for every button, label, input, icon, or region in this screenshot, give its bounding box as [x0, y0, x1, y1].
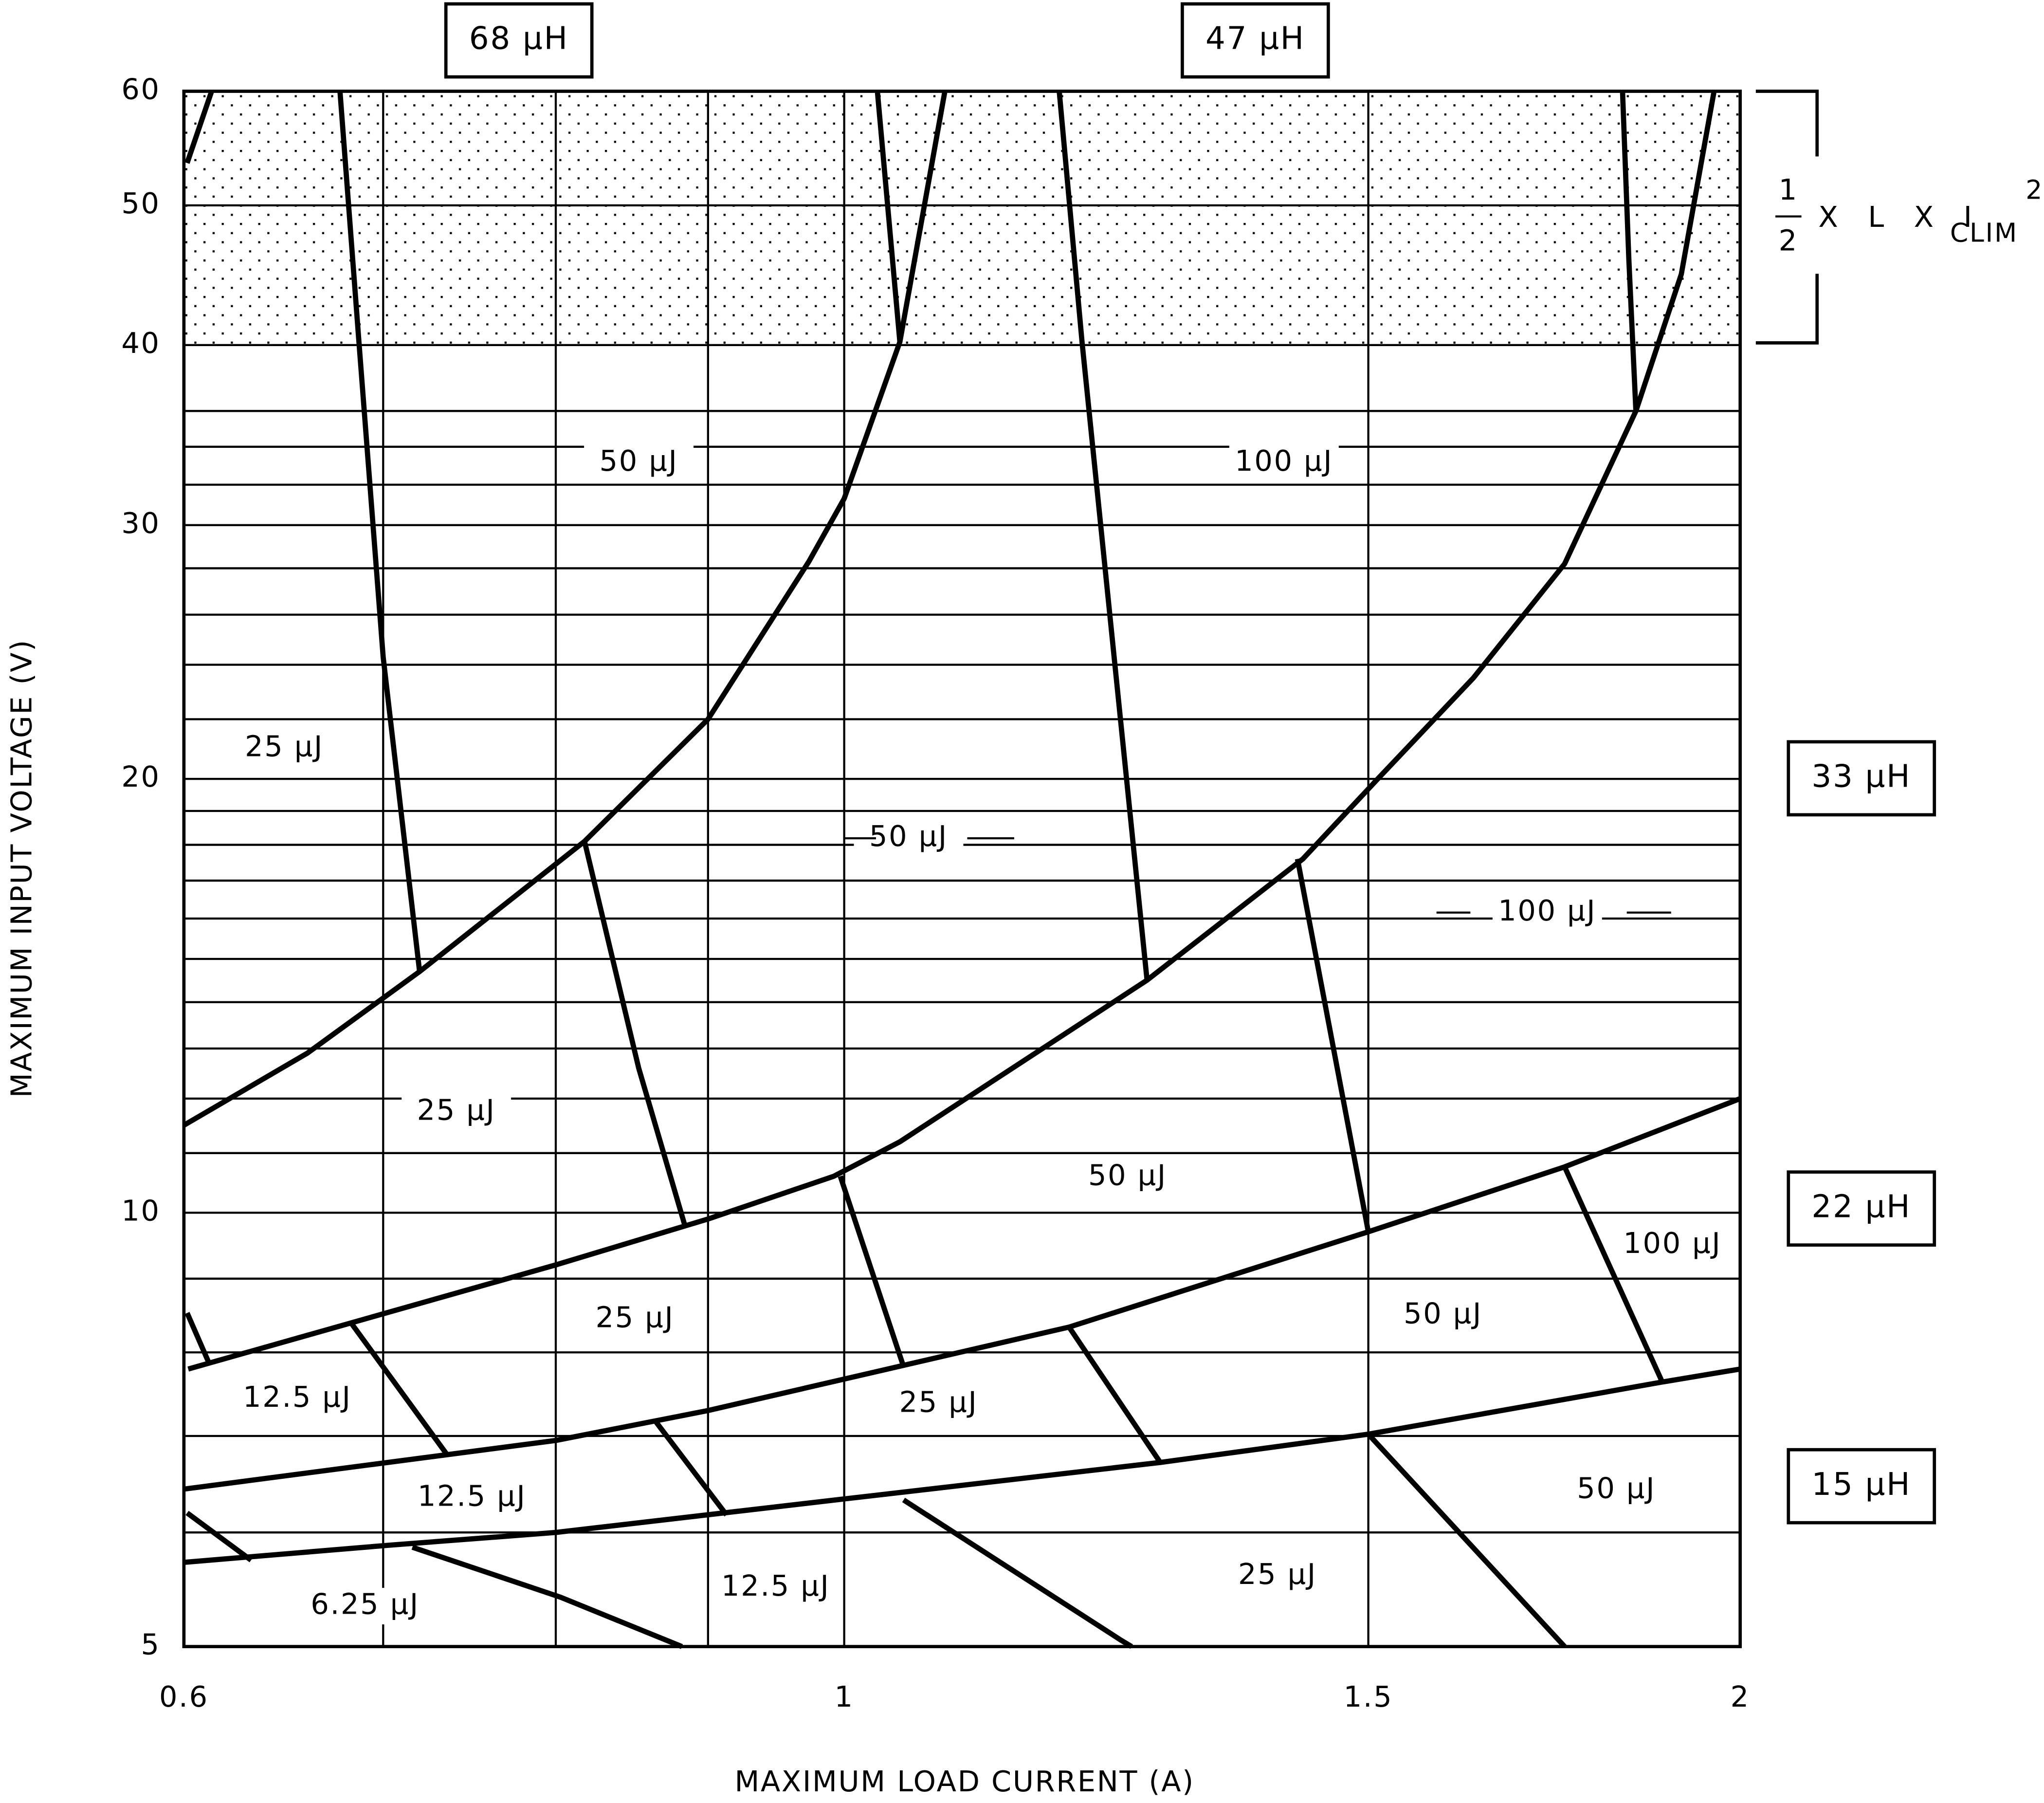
x-tick-label: 2	[1731, 1680, 1750, 1713]
inductor-label: 68 μH	[469, 20, 569, 57]
label-background	[721, 1569, 831, 1606]
boundary-curve	[1067, 1325, 1163, 1464]
boundary-curve	[184, 1312, 212, 1365]
formula-text: X L X I	[1818, 200, 1982, 234]
label-background	[417, 1479, 527, 1516]
boundary-curve	[1366, 1432, 1567, 1649]
plot-frame	[182, 90, 1742, 1648]
energy-label: 12.5 μJ	[243, 1380, 351, 1414]
y-tick-label: 20	[121, 760, 160, 793]
boundary-curve	[183, 1366, 1741, 1565]
energy-label: 100 μJ	[1498, 894, 1596, 927]
energy-label: 50 μJ	[1404, 1296, 1482, 1330]
energy-label: 50 μJ	[600, 444, 678, 478]
label-background	[884, 1385, 994, 1422]
y-axis-label: MAXIMUM INPUT VOLTAGE (V)	[5, 639, 38, 1098]
boundary-curve	[183, 1096, 1741, 1492]
energy-label: 6.25 μJ	[310, 1587, 419, 1621]
formula-subscript: CLIM	[1950, 218, 2018, 248]
energy-label: 50 μJ	[1577, 1471, 1656, 1505]
boundary-curve	[182, 91, 948, 1128]
inductor-box	[1181, 2, 1330, 79]
x-tick-label: 1	[835, 1680, 854, 1713]
boundary-curve	[1562, 1165, 1665, 1383]
y-tick-label: 10	[121, 1194, 160, 1227]
energy-label: 50 μJ	[1088, 1159, 1167, 1192]
x-tick-label: 0.6	[159, 1680, 209, 1713]
label-background	[1229, 444, 1339, 481]
energy-label: 100 μJ	[1235, 444, 1333, 478]
boundary-curve	[337, 91, 422, 972]
label-background	[584, 444, 694, 481]
label-background	[1561, 1472, 1671, 1509]
energy-label: 25 μJ	[596, 1300, 675, 1334]
inductor-box	[1787, 1170, 1936, 1247]
label-background	[242, 1380, 352, 1417]
boundary-curve	[185, 1510, 253, 1563]
energy-label: 25 μJ	[899, 1385, 978, 1419]
inductor-box	[1787, 740, 1936, 817]
y-tick-label: 60	[121, 73, 160, 106]
boundary-curve	[838, 1175, 906, 1368]
label-background	[1492, 894, 1602, 931]
inductor-label: 33 μH	[1811, 758, 1911, 794]
label-background	[1617, 1227, 1727, 1264]
label-background	[1388, 1297, 1498, 1334]
formula-denominator: 2	[1779, 223, 1798, 257]
formula-superscript: 2	[2026, 174, 2044, 205]
boundary-curve	[1620, 91, 1639, 411]
boundary-curve	[184, 90, 214, 164]
bracket-gap	[1805, 156, 1832, 274]
energy-label: 25 μJ	[417, 1093, 496, 1127]
boundary-curve	[1295, 858, 1371, 1233]
boundary-curve	[187, 91, 1717, 1372]
energy-label: 100 μJ	[1623, 1226, 1721, 1260]
label-background	[229, 730, 339, 767]
label-background	[310, 1588, 420, 1625]
label-background	[1223, 1558, 1332, 1595]
y-tick-label: 5	[141, 1628, 161, 1661]
energy-label: 12.5 μJ	[418, 1479, 526, 1512]
label-background	[580, 1301, 690, 1338]
shaded-region	[183, 91, 1740, 345]
y-tick-label: 40	[121, 326, 160, 360]
y-tick-label: 30	[121, 506, 160, 540]
x-tick-label: 1.5	[1344, 1680, 1393, 1713]
boundary-curve	[1057, 91, 1150, 981]
label-background	[1073, 1159, 1183, 1196]
boundary-curve	[349, 1322, 450, 1458]
energy-label: 12.5 μJ	[721, 1569, 830, 1602]
x-axis-label: MAXIMUM LOAD CURRENT (A)	[734, 1765, 1194, 1798]
boundary-curve	[582, 841, 688, 1226]
boundary-curve	[902, 1497, 1133, 1649]
inductor-label: 47 μH	[1205, 20, 1305, 57]
energy-label: 25 μJ	[1238, 1557, 1317, 1591]
y-tick-label: 50	[121, 186, 160, 220]
inductor-label: 22 μH	[1811, 1188, 1911, 1225]
boundary-curve	[411, 1545, 683, 1649]
energy-label: 25 μJ	[245, 729, 324, 763]
formula-numerator: 1	[1779, 173, 1798, 206]
boundary-curve	[653, 1419, 729, 1517]
inductor-box	[1787, 1448, 1936, 1525]
inductor-label: 15 μH	[1811, 1466, 1911, 1503]
label-background	[402, 1094, 511, 1131]
energy-label: 50 μJ	[869, 819, 948, 853]
boundary-curve	[875, 91, 903, 342]
inductor-box	[444, 2, 594, 79]
